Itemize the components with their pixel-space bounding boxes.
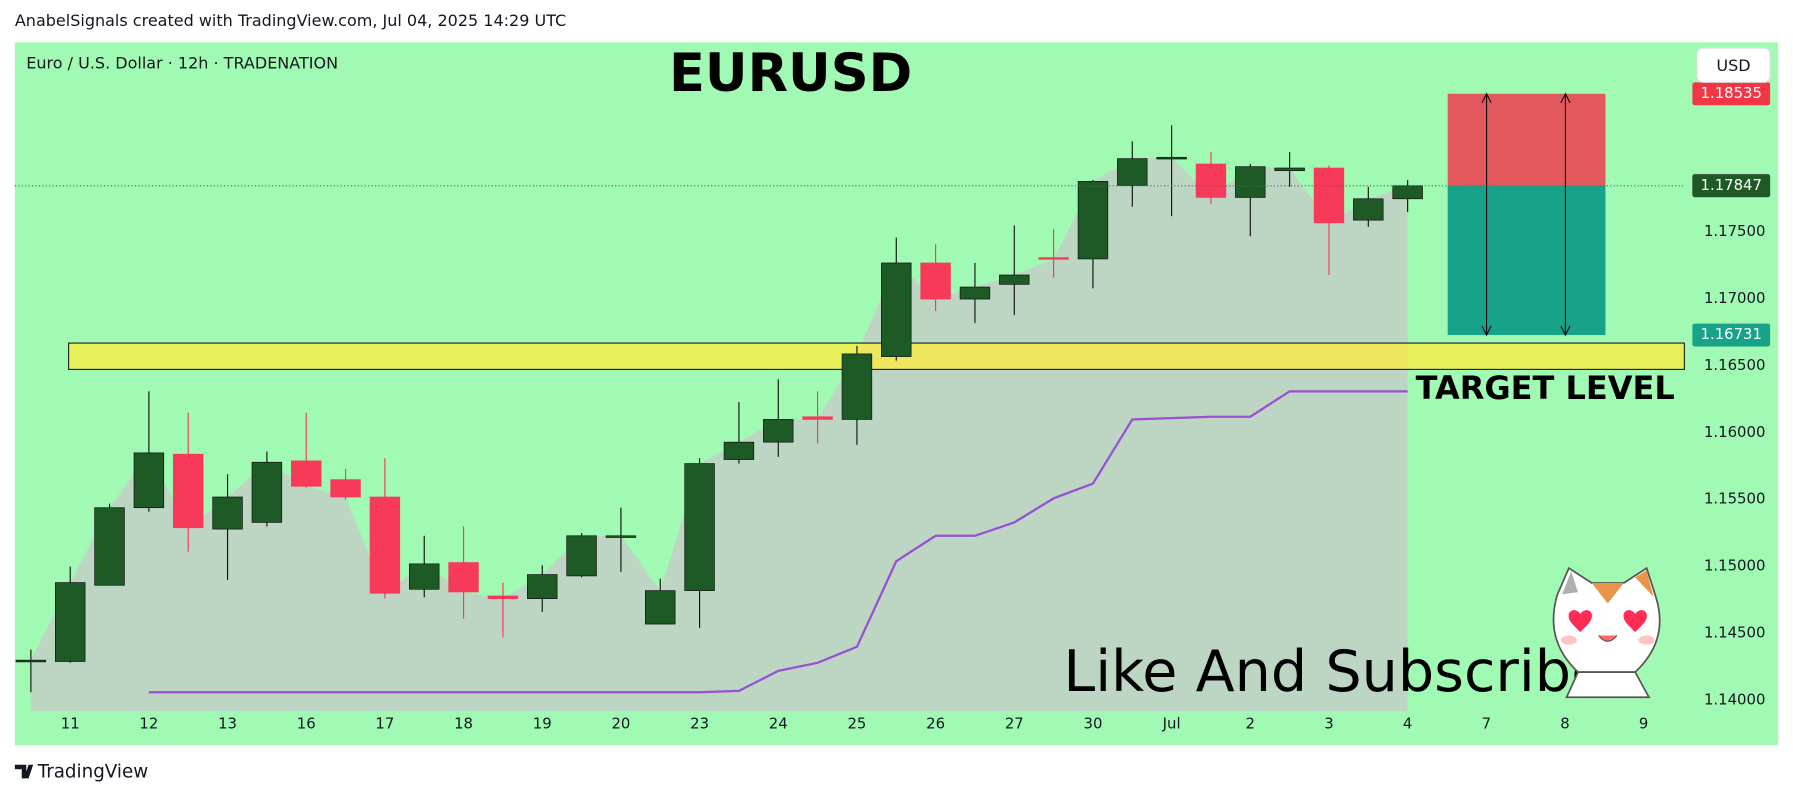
candle-body: [1235, 166, 1266, 198]
arrow-head: [1560, 92, 1571, 337]
x-tick-label: 30: [1083, 715, 1102, 733]
plot-layer: 1.14000 1.14500 1.15000 1.15500 1.16000 1.165…: [14, 82, 1771, 733]
candle-body: [1392, 185, 1423, 200]
candle-body: [763, 419, 794, 443]
candle-body: [1274, 167, 1305, 172]
x-tick-label: 9: [1639, 715, 1648, 733]
y-tick-label: 1.16500: [1704, 356, 1765, 374]
candle-body: [684, 463, 715, 591]
candle-body: [94, 507, 125, 586]
footer-brand: TradingView: [37, 762, 149, 783]
header-text: AnabelSignals created with TradingView.c…: [15, 11, 566, 30]
candle-body: [527, 574, 558, 599]
x-tick-label: 20: [611, 715, 630, 733]
y-tick-label: 1.14500: [1704, 623, 1765, 641]
candle-body: [487, 595, 519, 599]
currency-label: USD: [1716, 56, 1750, 75]
x-tick-label: 16: [297, 715, 316, 733]
y-tick-label: 1.14000: [1704, 690, 1765, 708]
price-label-box: [1692, 82, 1771, 106]
candle-body: [920, 262, 951, 300]
candle-body: [645, 590, 676, 625]
candle-body: [251, 461, 283, 523]
candle-body: [1117, 158, 1148, 186]
candle-body: [15, 659, 47, 663]
candle-body: [605, 535, 637, 538]
arrow-head: [1481, 92, 1492, 337]
x-tick-label: 18: [454, 715, 473, 733]
x-tick-label: 25: [847, 715, 866, 733]
x-tick-label: 2: [1246, 715, 1255, 733]
annotation: Like And Subscribe: [1063, 639, 1606, 705]
candle-body: [1077, 181, 1109, 260]
candle-body: [330, 479, 361, 498]
candle-body: [802, 416, 833, 420]
candle-body: [1156, 156, 1187, 160]
price-label: 1.17847: [1701, 176, 1762, 194]
price-label-box: [1692, 323, 1771, 347]
x-tick-label: 19: [533, 715, 552, 733]
x-tick-label: 3: [1324, 715, 1333, 733]
candle-body: [959, 286, 991, 300]
price-label: 1.18535: [1701, 84, 1762, 102]
x-tick-label: 4: [1403, 715, 1412, 733]
x-tick-label: Jul: [1162, 715, 1181, 733]
candle-body: [212, 496, 243, 530]
candle-body: [1313, 167, 1345, 224]
candle-body: [1195, 163, 1227, 198]
x-tick-label: 27: [1005, 715, 1024, 733]
candle-body: [999, 274, 1030, 285]
candle-body: [291, 460, 322, 487]
candle-body: [723, 441, 755, 460]
x-tick-label: 7: [1482, 715, 1491, 733]
position-target: [1447, 185, 1606, 336]
x-tick-label: 8: [1560, 715, 1569, 733]
x-tick-label: 26: [926, 715, 945, 733]
candle-body: [566, 535, 597, 577]
x-tick-label: 24: [769, 715, 788, 733]
candle-body: [369, 496, 401, 594]
candle-body: [55, 582, 86, 662]
x-tick-label: 12: [139, 715, 158, 733]
cat-sticker: [1552, 566, 1661, 699]
currency-button[interactable]: [1696, 47, 1771, 83]
candle-body: [448, 562, 479, 593]
x-tick-label: 11: [61, 715, 80, 733]
x-tick-label: 13: [218, 715, 237, 733]
footer-logo: [14, 764, 34, 779]
zone-label: TARGET LEVEL: [1416, 369, 1675, 407]
candle-body: [881, 262, 912, 357]
indicator-line: [148, 390, 1408, 694]
candle-body: [841, 353, 873, 420]
target-zone: [68, 342, 1685, 370]
position-stop: [1447, 93, 1606, 186]
candle-body: [1038, 257, 1069, 260]
x-tick-label: 23: [690, 715, 709, 733]
y-tick-label: 1.17500: [1704, 222, 1765, 240]
y-tick-label: 1.16000: [1704, 423, 1765, 441]
price-label: 1.16731: [1701, 325, 1762, 343]
y-tick-label: 1.15500: [1704, 490, 1765, 508]
chart-subtitle: Euro / U.S. Dollar · 12h · TRADENATION: [26, 54, 338, 73]
y-tick-label: 1.17000: [1704, 289, 1765, 307]
chart-title: EURUSD: [669, 43, 912, 104]
price-label-box: [1692, 174, 1771, 198]
candle-body: [1353, 198, 1384, 221]
candle-body: [409, 563, 440, 590]
x-tick-label: 17: [375, 715, 394, 733]
candle-body: [133, 452, 165, 509]
y-tick-label: 1.15000: [1704, 557, 1765, 575]
candle-body: [173, 453, 204, 529]
